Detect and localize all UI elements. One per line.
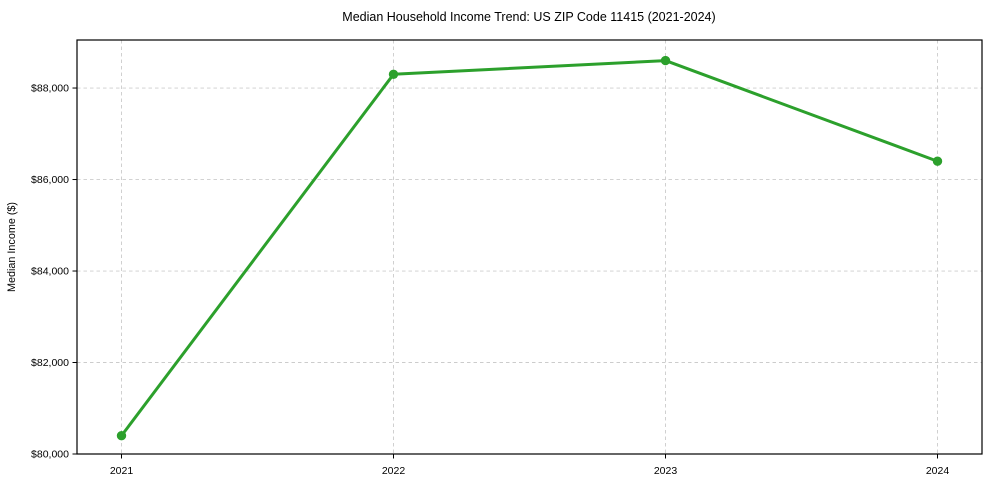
y-axis-label: Median Income ($) bbox=[6, 202, 18, 292]
plot-border bbox=[76, 39, 983, 455]
income-line-series bbox=[116, 55, 943, 441]
plot-frame bbox=[76, 39, 983, 455]
y-tick-label: $88,000 bbox=[31, 83, 69, 95]
y-tick-label: $86,000 bbox=[31, 174, 69, 186]
axis-ticks: $80,000 $82,000 $84,000 $86,000 $88,000 2021 2… bbox=[31, 83, 949, 477]
income-trend-line bbox=[120, 59, 939, 438]
chart-title: Median Household Income Trend: US ZIP Co… bbox=[342, 10, 715, 24]
data-point-marker bbox=[388, 69, 399, 80]
data-point-marker bbox=[932, 156, 943, 166]
y-tick-label: $84,000 bbox=[31, 266, 69, 278]
y-tick-label: $82,000 bbox=[31, 357, 69, 369]
x-tick-label: 2023 bbox=[654, 465, 678, 477]
gridlines bbox=[77, 40, 982, 455]
x-tick-label: 2022 bbox=[382, 465, 406, 477]
y-tick-label: $80,000 bbox=[31, 449, 69, 461]
x-tick-label: 2021 bbox=[110, 465, 134, 477]
data-point-marker bbox=[116, 431, 127, 441]
x-tick-label: 2024 bbox=[926, 465, 950, 477]
data-point-marker bbox=[660, 55, 671, 66]
